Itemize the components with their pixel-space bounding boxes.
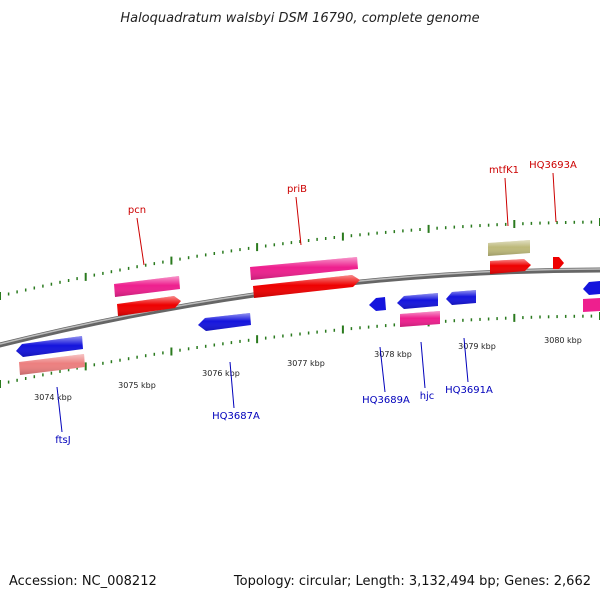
cds-HQ3687A-gloss xyxy=(198,313,251,331)
connector-hjc xyxy=(420,341,426,389)
kbp-label-3076: 3076 kbp xyxy=(202,369,240,378)
label-pcn[interactable]: pcn xyxy=(128,205,146,216)
cds-HQ3693A[interactable] xyxy=(553,257,564,269)
connector-mtfK1 xyxy=(504,177,509,227)
kbp-label-3075: 3075 kbp xyxy=(118,381,156,390)
connector-HQ3693A xyxy=(552,172,557,223)
genome-stats-text: Topology: circular; Length: 3,132,494 bp… xyxy=(233,574,591,589)
connector-HQ3687A xyxy=(229,361,235,409)
outer-tick-ring xyxy=(0,218,600,300)
cds-hjc-gloss xyxy=(397,293,438,309)
cds-pcn-gloss xyxy=(117,296,181,316)
cds-HQ3689A[interactable] xyxy=(369,297,386,311)
reverse-strand-features xyxy=(16,281,600,375)
kbp-label-3080: 3080 kbp xyxy=(544,336,582,345)
label-hjc[interactable]: hjc xyxy=(420,391,435,402)
label-HQ3687A[interactable]: HQ3687A xyxy=(212,411,260,422)
gene-labels: pcn priB mtfK1 HQ3693A ftsJ HQ3687A HQ36… xyxy=(55,160,577,446)
forward-strand-features xyxy=(114,240,600,316)
connector-ftsJ xyxy=(56,386,63,433)
label-ftsJ[interactable]: ftsJ xyxy=(55,435,70,446)
gene-ftsJ-gloss xyxy=(19,354,85,375)
gene-priB-gloss xyxy=(250,257,358,280)
kbp-label-3074: 3074 kbp xyxy=(34,393,72,402)
kbp-label-3078: 3078 kbp xyxy=(374,350,412,359)
label-connectors xyxy=(56,172,557,433)
label-HQ3693A[interactable]: HQ3693A xyxy=(529,160,577,171)
connector-HQ3689A xyxy=(379,346,386,393)
cds-edge-right[interactable] xyxy=(583,281,600,295)
connector-priB xyxy=(295,196,302,246)
gene-edge-right[interactable] xyxy=(583,298,600,312)
cds-mtfK1-gloss xyxy=(490,259,531,274)
kbp-scale-labels: 3074 kbp 3075 kbp 3076 kbp 3077 kbp 3078… xyxy=(34,336,582,402)
label-HQ3691A[interactable]: HQ3691A xyxy=(445,385,493,396)
accession-text: Accession: NC_008212 xyxy=(9,574,157,589)
label-priB[interactable]: priB xyxy=(287,184,307,195)
cds-ftsJ-gloss xyxy=(16,336,83,357)
gene-mtfK1-gloss xyxy=(488,240,530,256)
gene-hjc-gloss xyxy=(400,311,440,327)
map-title: Haloquadratum walsbyi DSM 16790, complet… xyxy=(120,11,479,26)
cds-priB-gloss xyxy=(253,275,360,298)
label-HQ3689A[interactable]: HQ3689A xyxy=(362,395,410,406)
label-mtfK1[interactable]: mtfK1 xyxy=(489,165,519,176)
connector-pcn xyxy=(136,217,145,266)
gene-pcn-gloss xyxy=(114,276,180,297)
kbp-label-3079: 3079 kbp xyxy=(458,342,496,351)
cds-HQ3691A-gloss xyxy=(446,290,476,305)
connector-HQ3691A xyxy=(463,337,469,383)
kbp-label-3077: 3077 kbp xyxy=(287,359,325,368)
